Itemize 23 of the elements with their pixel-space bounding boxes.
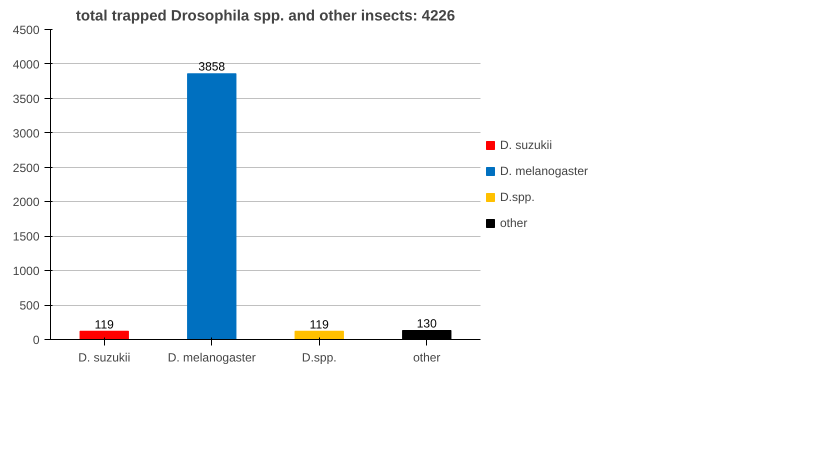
x-tick-label: D. suzukii xyxy=(78,350,130,364)
y-tick-label: 0 xyxy=(32,333,40,347)
x-tick-label: D. melanogaster xyxy=(168,350,256,364)
y-tick-label: 2000 xyxy=(12,195,40,210)
y-tick-label: 4000 xyxy=(12,57,40,72)
y-tick-label: 2500 xyxy=(12,160,40,175)
legend-label: other xyxy=(500,216,528,230)
data-label: 119 xyxy=(310,317,330,332)
legend-label: D.spp. xyxy=(500,190,535,204)
data-label: 130 xyxy=(416,316,438,331)
y-tick-label: 3000 xyxy=(12,126,40,140)
y-tick-label: 1500 xyxy=(12,230,40,244)
y-tick-label: 3500 xyxy=(12,92,40,106)
legend-label: D. melanogaster xyxy=(500,164,588,178)
x-tick-label: D.spp. xyxy=(302,350,337,364)
y-tick-label: 4500 xyxy=(12,23,40,37)
y-tick-label: 500 xyxy=(19,298,40,313)
data-label: 3858 xyxy=(198,60,226,74)
chart-title: total trapped Drosophila spp. and other insects: 4226 xyxy=(76,8,456,24)
data-label: 119 xyxy=(94,317,114,332)
legend-label: D. suzukii xyxy=(500,138,552,152)
y-tick-label: 1000 xyxy=(12,264,40,278)
x-tick-label: other xyxy=(413,350,440,364)
